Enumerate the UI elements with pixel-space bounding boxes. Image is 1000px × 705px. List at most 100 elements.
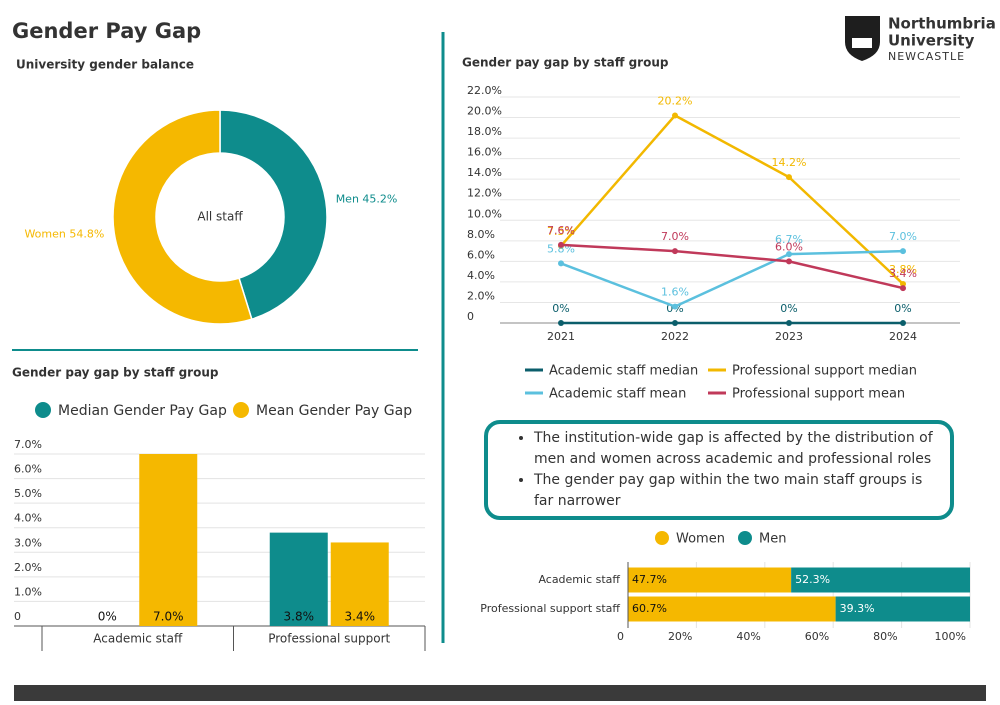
legend-swatch [35,402,51,418]
x-tick-label: 20% [668,630,692,643]
x-tick-label: 100% [935,630,966,643]
value-label: 7.0% [661,230,689,243]
y-tick-label: 2.0% [14,561,42,574]
bar-segment [791,567,970,593]
y-tick-label: 16.0% [467,146,502,159]
center-label: All staff [197,210,243,224]
y-tick-label: 18.0% [467,125,502,138]
value-label: 3.4% [889,267,917,280]
x-tick-label: 2022 [661,330,689,343]
y-tick-label: Professional support staff [480,602,620,615]
logo-book [852,38,872,48]
footer-bar [14,685,986,701]
legend-label: Academic staff median [549,364,698,379]
data-point [672,303,678,310]
x-tick-label: 2023 [775,330,803,343]
x-tick-label: 0 [617,630,624,643]
x-tick-label: 40% [736,630,760,643]
value-label: 39.3% [840,602,875,615]
value-label: 3.8% [889,263,917,276]
data-point [558,260,564,267]
x-tick-label: 60% [805,630,829,643]
y-tick-label: 7.0% [14,438,42,451]
logo-text: Northumbria [888,15,996,33]
y-tick-label: 4.0% [14,512,42,525]
value-label: 7.6% [547,224,575,237]
chart-title: Gender pay gap by staff group [12,366,219,380]
legend-swatch [738,531,752,545]
data-point [672,112,678,119]
y-tick-label: Academic staff [538,573,620,586]
value-label: 7.0% [153,610,184,624]
y-tick-label: 4.0% [467,269,495,282]
y-tick-label: 6.0% [14,463,42,476]
page-title: Gender Pay Gap [12,19,201,43]
note: The institution-wide gap is affected by … [534,428,946,470]
series-line [560,113,904,285]
legend-label: Professional support mean [732,387,905,402]
x-tick-label: 2021 [547,330,575,343]
value-label: 0% [894,302,911,315]
bar [139,454,198,626]
data-point [900,285,906,292]
value-label: 0% [552,302,569,315]
value-label: 7.5% [547,225,575,238]
value-label: 0% [98,610,117,624]
y-tick-label: 8.0% [467,228,495,241]
bar-segment [628,596,836,622]
y-tick-label: 2.0% [467,289,495,302]
chart-title: Gender pay gap by staff group [462,56,669,70]
bar [269,532,328,626]
value-label: 6.0% [775,240,803,253]
pie-slice [112,109,253,325]
data-point [558,320,564,326]
y-tick-label: 20.0% [467,105,502,118]
x-tick-label: Academic staff [93,632,183,646]
value-label: 0% [780,302,797,315]
value-label: 3.4% [345,610,376,624]
y-tick-label: 14.0% [467,166,502,179]
legend-label: Median Gender Pay Gap [58,403,227,419]
legend-label: Academic staff mean [549,387,686,402]
bar-segment [628,567,792,593]
notes: The institution-wide gap is affected by … [520,428,946,512]
y-tick-label: 10.0% [467,207,502,220]
value-label: 3.8% [284,610,315,624]
y-tick-label: 12.0% [467,187,502,200]
notes-box [484,420,954,520]
data-point [786,320,792,326]
legend-label: Professional support median [732,364,917,379]
data-point [786,174,792,181]
data-point [672,320,678,326]
data-point [786,258,792,265]
data-point [900,248,906,255]
data-point [558,241,564,248]
data-point [900,280,906,287]
x-tick-label: Professional support [268,632,390,646]
pie-slice [219,109,328,321]
data-point [672,248,678,255]
x-tick-label: 80% [873,630,897,643]
legend-label: Mean Gender Pay Gap [256,403,412,419]
x-tick-label: 2024 [889,330,917,343]
y-tick-label: 5.0% [14,487,42,500]
value-label: 52.3% [795,573,830,586]
chart-title: University gender balance [16,58,194,72]
y-tick-label: 6.0% [467,248,495,261]
data-point [900,320,906,326]
y-tick-label: 1.0% [14,585,42,598]
y-tick-label: 3.0% [14,536,42,549]
logo-text: NEWCASTLE [888,50,965,63]
bar-segment [835,596,970,622]
value-label: 6.7% [775,233,803,246]
legend-swatch [655,531,669,545]
y-tick-label: 0 [14,610,21,623]
slice-label: Women 54.8% [24,227,104,240]
value-label: 1.6% [661,286,689,299]
y-tick-label: 0 [467,310,474,323]
bar [330,542,389,626]
value-label: 14.2% [772,156,807,169]
data-point [786,251,792,258]
